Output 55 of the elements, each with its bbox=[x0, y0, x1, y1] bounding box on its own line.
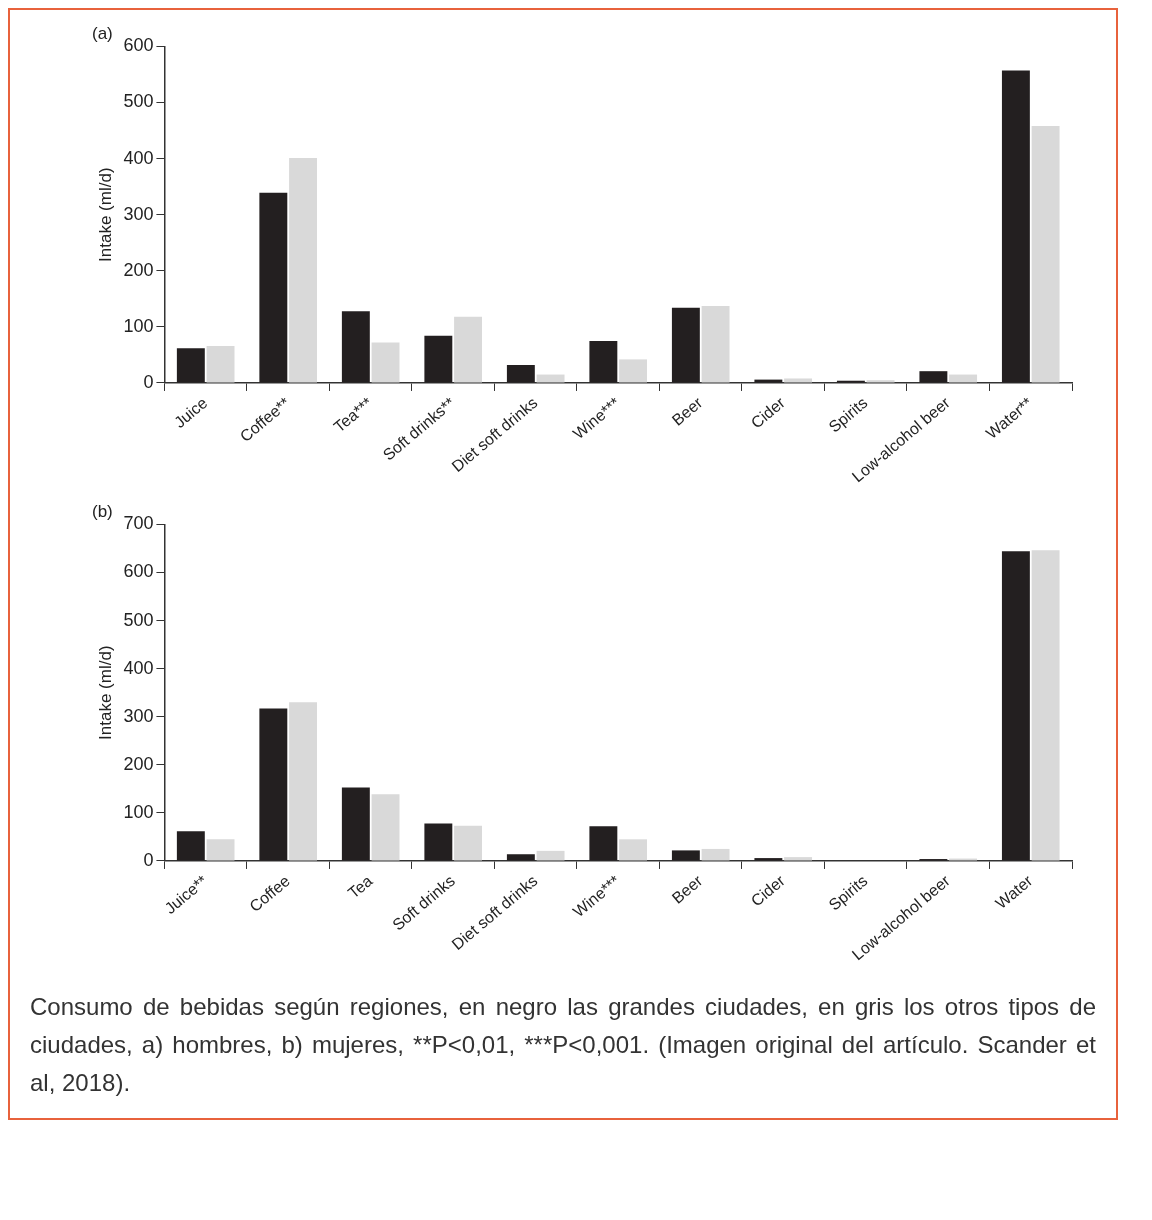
y-tick-label: 0 bbox=[143, 371, 154, 392]
bar bbox=[506, 854, 535, 861]
bar bbox=[289, 158, 317, 383]
bar bbox=[1001, 551, 1030, 861]
bar bbox=[206, 839, 235, 861]
bar bbox=[536, 850, 565, 861]
bar bbox=[589, 340, 618, 383]
bar bbox=[259, 192, 288, 383]
y-tick-label: 500 bbox=[123, 609, 154, 630]
bar bbox=[341, 311, 370, 383]
bar bbox=[619, 839, 648, 861]
bar bbox=[701, 848, 730, 861]
y-tick-label: 0 bbox=[143, 849, 154, 870]
bar bbox=[371, 794, 400, 861]
x-tick-label: Tea bbox=[344, 871, 376, 902]
y-tick-label: 700 bbox=[123, 513, 154, 534]
y-tick-label: 100 bbox=[123, 801, 154, 822]
y-tick-label: 300 bbox=[123, 705, 154, 726]
bar bbox=[289, 702, 317, 861]
bar bbox=[454, 825, 483, 861]
bar bbox=[784, 378, 813, 383]
bar bbox=[919, 371, 948, 383]
bar bbox=[259, 708, 288, 861]
chart-title: (b) bbox=[92, 501, 113, 521]
y-tick-label: 600 bbox=[123, 561, 154, 582]
bar bbox=[701, 306, 730, 383]
bar bbox=[424, 823, 453, 861]
bar bbox=[671, 850, 700, 861]
bar bbox=[589, 826, 618, 861]
bar bbox=[176, 831, 205, 861]
bar bbox=[176, 348, 205, 383]
y-tick-label: 300 bbox=[123, 203, 154, 224]
bar bbox=[784, 857, 813, 861]
y-tick-label: 400 bbox=[123, 657, 154, 678]
bar bbox=[424, 335, 453, 383]
y-tick-label: 500 bbox=[123, 91, 154, 112]
y-tick-label: 200 bbox=[123, 259, 154, 280]
y-axis-title: Intake (ml/d) bbox=[95, 645, 115, 740]
bar bbox=[619, 359, 648, 383]
y-tick-label: 400 bbox=[123, 147, 154, 168]
bar bbox=[454, 316, 483, 383]
text: Consumo de bebidas según regiones, en negro las grandes ciudades, en gris los otros tipos de ciudades, a) hombres, b) mujeres, **P<0,01, ***P<0,001. (Imagen original del artículo. Scander et al, 2018). bbox=[30, 992, 1096, 1098]
bar bbox=[341, 787, 370, 861]
y-axis-title: Intake (ml/d) bbox=[95, 167, 115, 262]
bar bbox=[1031, 126, 1060, 383]
bar bbox=[206, 345, 235, 383]
chart-title: (a) bbox=[92, 23, 113, 43]
bar bbox=[371, 342, 400, 383]
y-tick-label: 200 bbox=[123, 753, 154, 774]
y-tick-label: 100 bbox=[123, 315, 154, 336]
bar bbox=[1001, 70, 1030, 383]
bar bbox=[506, 365, 535, 383]
bar bbox=[1031, 550, 1060, 861]
y-tick-label: 600 bbox=[123, 35, 154, 56]
bar bbox=[671, 307, 700, 383]
